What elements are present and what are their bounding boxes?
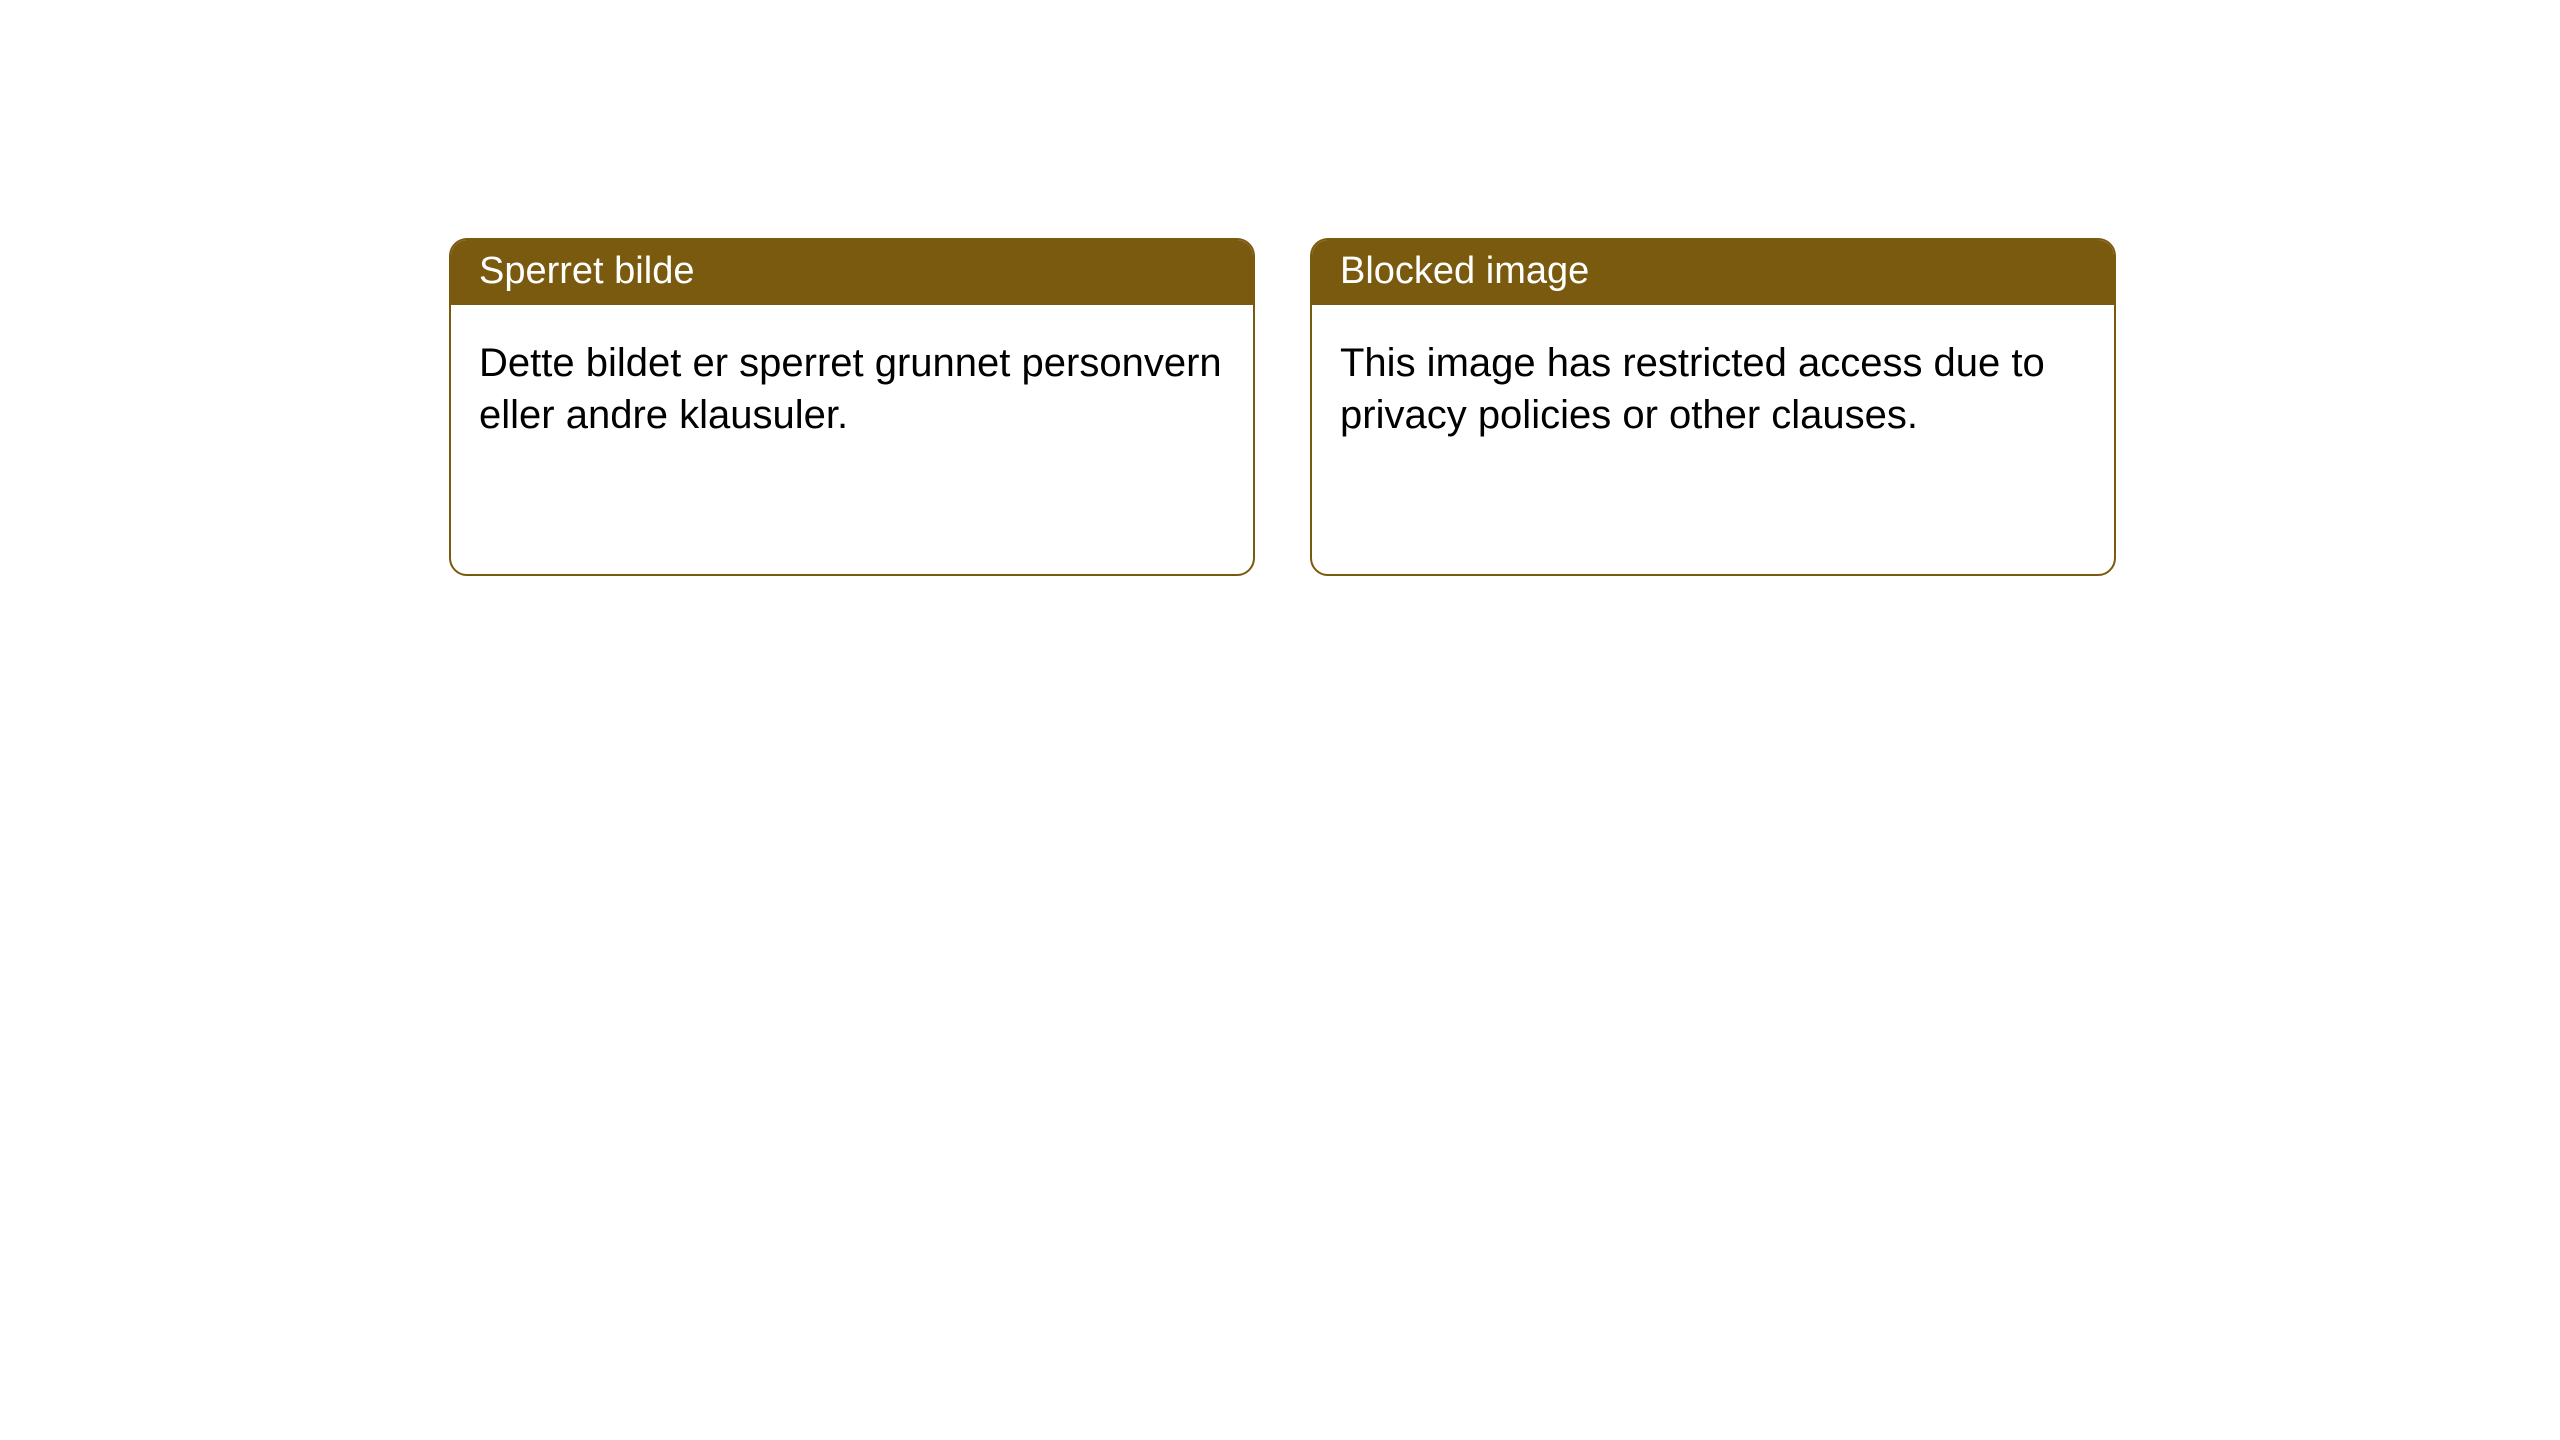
notice-card-norwegian: Sperret bilde Dette bildet er sperret gr…	[449, 238, 1255, 576]
card-body: Dette bildet er sperret grunnet personve…	[451, 305, 1253, 473]
card-title: Blocked image	[1312, 240, 2114, 305]
notice-cards-row: Sperret bilde Dette bildet er sperret gr…	[449, 238, 2116, 576]
card-body: This image has restricted access due to …	[1312, 305, 2114, 473]
card-title: Sperret bilde	[451, 240, 1253, 305]
notice-card-english: Blocked image This image has restricted …	[1310, 238, 2116, 576]
